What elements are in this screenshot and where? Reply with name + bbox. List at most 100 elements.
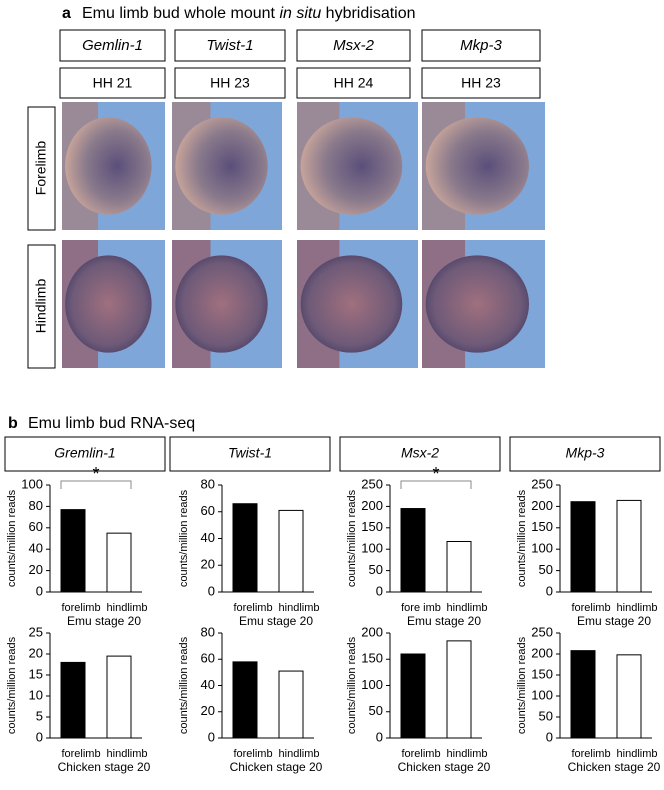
gene-box xyxy=(296,29,411,62)
bar xyxy=(106,532,132,593)
row-label: Hindlimb xyxy=(33,279,49,334)
x-tick-label: forelimb xyxy=(233,748,272,760)
panel-title: Emu limb bud RNA-seq xyxy=(28,415,195,432)
y-axis-label: counts/million reads xyxy=(516,636,528,734)
x-tick-label: forelimb xyxy=(61,602,100,614)
bar xyxy=(616,499,642,593)
y-tick-label: 0 xyxy=(376,583,383,598)
y-tick-label: 0 xyxy=(546,583,553,598)
row-label: Forelimb xyxy=(33,141,49,196)
y-tick-label: 20 xyxy=(201,703,215,718)
x-axis-label: Chicken stage 20 xyxy=(58,760,151,774)
panel-title: Emu limb bud whole mount in situ hybridi… xyxy=(82,5,416,22)
significance-label: * xyxy=(432,464,439,484)
title-part: in situ xyxy=(279,5,321,22)
y-tick-label: 100 xyxy=(531,687,553,702)
row-box xyxy=(27,244,56,369)
y-tick-label: 200 xyxy=(361,498,383,513)
significance-label: * xyxy=(92,464,99,484)
y-tick-label: 50 xyxy=(539,708,553,723)
y-tick-label: 80 xyxy=(201,476,215,491)
gene-box xyxy=(339,436,501,472)
y-tick-label: 10 xyxy=(29,687,43,702)
y-axis-label: counts/million reads xyxy=(178,636,190,734)
y-tick-label: 50 xyxy=(539,562,553,577)
gene-label: Gremlin-1 xyxy=(54,445,115,461)
x-axis-label: Emu stage 20 xyxy=(407,614,481,628)
panel-label: a xyxy=(62,5,71,22)
y-tick-label: 80 xyxy=(201,624,215,639)
gene-box xyxy=(59,29,166,62)
bar xyxy=(446,640,472,739)
gene-label: Gemlin-1 xyxy=(82,37,143,54)
stage-box xyxy=(421,67,541,99)
bar xyxy=(570,650,596,739)
gene-label: Twist-1 xyxy=(206,37,253,54)
bar xyxy=(232,503,258,593)
y-tick-label: 5 xyxy=(36,708,43,723)
significance-bracket xyxy=(400,480,472,489)
y-tick-label: 60 xyxy=(201,503,215,518)
stage-label: HH 23 xyxy=(461,75,501,91)
x-tick-label: hindlimb xyxy=(279,748,320,760)
gene-label: Mkp-3 xyxy=(566,445,605,461)
y-tick-label: 80 xyxy=(29,498,43,513)
gene-box xyxy=(421,29,541,62)
y-tick-label: 250 xyxy=(531,476,553,491)
gene-box xyxy=(509,436,661,472)
y-axis-label: counts/million reads xyxy=(6,636,18,734)
photo-limb xyxy=(300,117,403,215)
bar xyxy=(278,509,304,593)
y-axis-label: counts/million reads xyxy=(178,489,190,587)
y-tick-label: 200 xyxy=(531,498,553,513)
photo-limb xyxy=(300,255,403,353)
photo-limb xyxy=(65,117,152,215)
y-tick-label: 60 xyxy=(29,519,43,534)
y-tick-label: 100 xyxy=(21,476,43,491)
bar xyxy=(400,508,426,593)
y-tick-label: 100 xyxy=(361,541,383,556)
y-tick-label: 25 xyxy=(29,624,43,639)
x-axis-label: Chicken stage 20 xyxy=(230,760,323,774)
y-tick-label: 250 xyxy=(361,476,383,491)
x-axis-label: Chicken stage 20 xyxy=(398,760,491,774)
y-tick-label: 150 xyxy=(361,519,383,534)
gene-box xyxy=(174,29,286,62)
y-tick-label: 40 xyxy=(29,541,43,556)
gene-box xyxy=(169,436,331,472)
y-tick-label: 150 xyxy=(531,519,553,534)
y-axis-label: counts/million reads xyxy=(346,489,358,587)
x-tick-label: hindlimb xyxy=(617,748,658,760)
x-axis-label: Chicken stage 20 xyxy=(568,760,661,774)
y-tick-label: 40 xyxy=(201,677,215,692)
y-tick-label: 0 xyxy=(546,729,553,744)
y-tick-label: 0 xyxy=(376,729,383,744)
y-tick-label: 100 xyxy=(361,677,383,692)
bar xyxy=(232,661,258,739)
x-axis-label: Emu stage 20 xyxy=(67,614,141,628)
gene-label: Twist-1 xyxy=(228,445,272,461)
x-tick-label: hindlimb xyxy=(107,602,148,614)
y-tick-label: 50 xyxy=(369,562,383,577)
bar xyxy=(616,654,642,739)
y-tick-label: 40 xyxy=(201,530,215,545)
x-tick-label: forelimb xyxy=(401,748,440,760)
y-axis-label: counts/million reads xyxy=(516,489,528,587)
y-tick-label: 20 xyxy=(201,557,215,572)
gene-label: Msx-2 xyxy=(333,37,374,54)
y-tick-label: 0 xyxy=(208,729,215,744)
y-tick-label: 200 xyxy=(361,624,383,639)
y-axis-label: counts/million reads xyxy=(346,636,358,734)
photo-limb xyxy=(425,255,530,353)
stage-box xyxy=(59,67,166,99)
title-part: Emu limb bud whole mount xyxy=(82,5,279,22)
x-axis-label: Emu stage 20 xyxy=(239,614,313,628)
y-tick-label: 150 xyxy=(361,651,383,666)
x-tick-label: forelimb xyxy=(571,602,610,614)
bar xyxy=(570,501,596,593)
gene-label: Msx-2 xyxy=(401,445,439,461)
gene-label: Mkp-3 xyxy=(460,37,502,54)
bar xyxy=(400,653,426,739)
stage-box xyxy=(174,67,286,99)
